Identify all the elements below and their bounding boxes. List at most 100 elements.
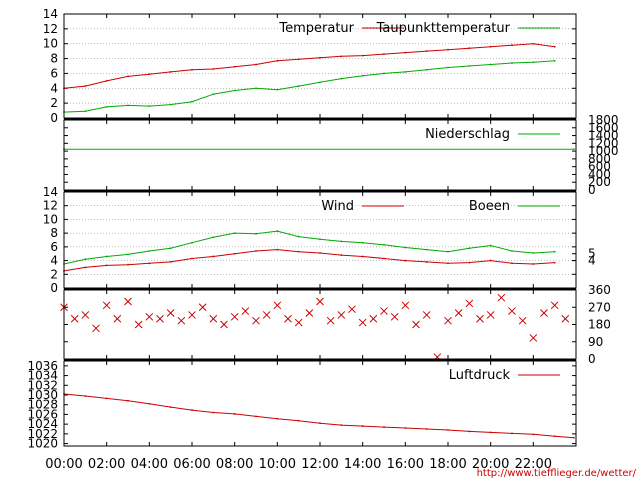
series-point-taupunkttemperatur [425,68,428,71]
series-point-taupunkttemperatur [511,62,513,64]
y-tick-label: 10 [43,212,58,226]
series-point-wind [425,261,428,263]
series-point-boeen [383,243,385,246]
series-point-wind [404,259,407,262]
series-point-luftdruck [127,399,129,402]
series-point-temperatur [148,73,151,76]
wind-direction-point [241,307,250,315]
series-point-taupunkttemperatur [319,81,321,84]
y-tick-label: 8 [50,226,58,240]
y-tick-label: 2 [50,96,58,110]
y-tick-label-right: 400 [588,167,611,181]
series-point-luftdruck [84,395,87,397]
y-tick-label-right: 0 [588,183,596,197]
series-point-temperatur [319,56,321,59]
series-point-temperatur [532,42,535,45]
series-point-wind [297,250,300,253]
series-line-taupunkttemperatur [63,60,555,113]
wind-direction-point [358,318,367,327]
wind-direction-point [92,324,100,333]
y-tick-label-right: 360 [588,283,611,297]
y-tick-label: 8 [50,52,58,66]
series-point-temperatur [297,58,300,61]
wind-direction-point [454,309,463,317]
series-point-temperatur [425,50,428,53]
series-point-wind [191,257,193,260]
wind-direction-point [476,314,484,323]
series-point-taupunkttemperatur [553,59,556,62]
wind-direction-point [550,301,559,310]
y-tick-label: 1030 [27,388,58,402]
series-point-taupunkttemperatur [297,85,300,87]
series-line-luftdruck [63,393,574,439]
wind-direction-point [465,299,474,308]
series-point-wind [212,255,215,258]
series-point-taupunkttemperatur [212,93,215,96]
series-point-wind [127,263,129,266]
y-tick-label-right: 0 [588,352,596,366]
wind-direction-point [561,314,570,323]
wind-direction-point [230,312,239,321]
series-point-luftdruck [340,424,343,427]
wind-direction-point [156,314,164,323]
y-tick-label: 4 [50,81,58,95]
y-tick-label: 1028 [27,398,58,412]
x-tick-label: 18:00 [429,457,466,472]
series-point-taupunkttemperatur [532,61,535,64]
series-point-taupunkttemperatur [255,87,257,90]
series-point-boeen [233,232,236,235]
y-tick-label-right: 600 [588,160,611,174]
credit-link: http://www.tiefflieger.de/wetter/ [477,468,637,479]
series-point-boeen [276,230,279,232]
series-point-boeen [511,250,513,252]
y-tick-label: 6 [50,66,58,80]
wind-direction-point [284,314,292,323]
y-tick-label: 12 [43,199,58,213]
legend-label: Temperatur [278,21,354,36]
series-point-temperatur [361,54,364,57]
wind-direction-point [508,307,516,315]
x-tick-label: 08:00 [216,457,253,472]
series-point-boeen [553,250,556,253]
series-point-temperatur [105,79,108,82]
series-point-boeen [361,241,364,244]
series-point-wind [340,254,343,256]
wind-direction-point [337,311,346,319]
series-point-taupunkttemperatur [105,105,108,108]
wind-direction-point [540,309,548,317]
x-tick-label: 04:00 [131,457,168,472]
y-tick-label-right: 1200 [588,136,619,150]
series-point-temperatur [489,45,492,48]
wind-direction-point [273,301,282,310]
legend-label: Taupunkttemperatur [376,21,511,36]
series-point-wind [447,262,449,265]
legend-label: Boeen [469,199,510,214]
wind-direction-point [422,311,431,319]
y-tick-label: 10 [43,37,58,51]
series-point-luftdruck [511,432,513,435]
series-point-wind [553,261,556,264]
series-point-boeen [297,235,300,238]
y-tick-label: 1034 [27,369,58,383]
x-tick-label: 14:00 [344,457,381,472]
wind-direction-point [252,316,260,325]
series-point-wind [489,259,492,262]
series-point-luftdruck [297,419,300,422]
wind-direction-point [188,311,196,319]
wind-direction-point [486,311,495,319]
series-point-taupunkttemperatur [148,105,151,108]
series-point-luftdruck [212,411,215,414]
y-tick-label: 1026 [27,407,58,421]
series-point-temperatur [276,59,279,62]
series-point-wind [255,250,257,252]
wind-direction-point [305,309,314,317]
legend-label: Wind [321,199,354,214]
y-tick-label-right: 1600 [588,121,619,135]
wind-direction-point [145,312,154,321]
wind-direction-point [262,311,271,319]
y-tick-label-right: 4 [588,254,596,268]
series-point-wind [233,252,236,255]
y-tick-label: 1020 [27,437,58,451]
